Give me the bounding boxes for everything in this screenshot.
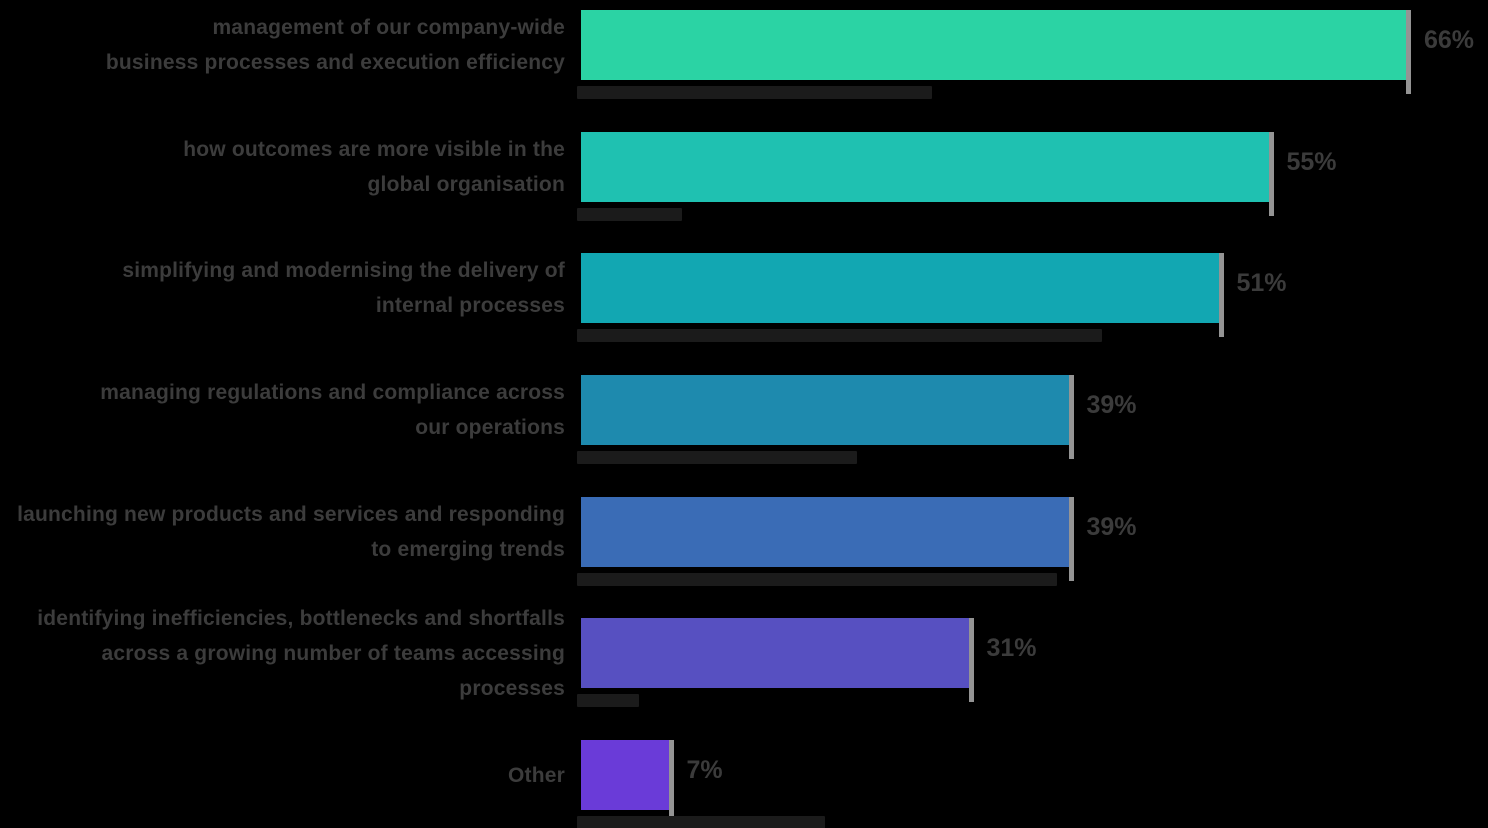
bar-shadow: [668, 740, 674, 824]
bar-subtext-strip: [577, 816, 825, 828]
category-label-line: launching new products and services and …: [17, 503, 565, 526]
bar-shadow: [1068, 497, 1074, 581]
bar-shadow: [968, 618, 974, 702]
category-label: launching new products and services and …: [0, 497, 565, 567]
bar: [581, 253, 1224, 337]
bar-subtext-strip: [577, 208, 682, 221]
bar-subtext-strip: [577, 694, 639, 707]
category-label-line: to emerging trends: [371, 538, 565, 561]
bar-area: 7%: [577, 740, 1488, 828]
bar-area: 66%: [577, 10, 1488, 110]
bar-area: 51%: [577, 253, 1488, 353]
bar: [581, 132, 1274, 216]
value-label: 51%: [1236, 269, 1287, 297]
value-label: 31%: [986, 634, 1037, 662]
bar: [581, 497, 1074, 581]
category-label: identifying inefficiencies, bottlenecks …: [0, 607, 565, 700]
category-label-line: across a growing number of teams accessi…: [101, 641, 565, 700]
bar-shadow: [1406, 10, 1411, 94]
bar-shadow: [1218, 253, 1224, 337]
bar-row: how outcomes are more visible in the glob…: [0, 132, 1488, 232]
bar-row: identifying inefficiencies, bottlenecks …: [0, 607, 1488, 718]
bar-row: managing regulations and compliance acro…: [0, 375, 1488, 475]
bar-area: 39%: [577, 375, 1488, 475]
category-label-line: internal processes: [375, 294, 565, 317]
bar-subtext-strip: [577, 329, 1102, 342]
value-label: 39%: [1086, 513, 1137, 541]
value-label: 7%: [686, 756, 723, 784]
bar-row: management of our company-wide business p…: [0, 10, 1488, 110]
bar-row: simplifying and modernising the delivery…: [0, 253, 1488, 353]
bar-row: Other 7%: [0, 740, 1488, 828]
bar: [581, 10, 1411, 94]
category-label-line: how outcomes are more visible in the: [183, 138, 565, 161]
category-label: Other: [0, 740, 565, 810]
category-label-line: Other: [507, 763, 565, 787]
bar-shadow: [1268, 132, 1274, 216]
bar-area: 55%: [577, 132, 1488, 232]
category-label-line: simplifying and modernising the delivery…: [122, 259, 565, 282]
bar: [581, 618, 974, 702]
value-label: 39%: [1086, 391, 1137, 419]
category-label: simplifying and modernising the delivery…: [0, 253, 565, 323]
category-label-line: managing regulations and compliance acro…: [100, 381, 565, 404]
bar-area: 31%: [577, 618, 1488, 718]
bar-subtext-strip: [577, 451, 857, 464]
bar: [581, 375, 1074, 459]
bar: [581, 740, 674, 824]
bar-area: 39%: [577, 497, 1488, 597]
bar-subtext-strip: [577, 573, 1057, 586]
value-label: 55%: [1286, 148, 1337, 176]
value-label: 66%: [1424, 26, 1475, 54]
category-label-line: business processes and execution efficie…: [105, 51, 565, 74]
category-label: how outcomes are more visible in the glob…: [0, 132, 565, 202]
category-label-line: global organisation: [367, 173, 565, 196]
bar-subtext-strip: [577, 86, 932, 99]
category-label-line: identifying inefficiencies, bottlenecks …: [37, 606, 565, 630]
category-label: management of our company-wide business p…: [0, 10, 565, 80]
category-label-line: management of our company-wide: [212, 16, 565, 39]
category-label: managing regulations and compliance acro…: [0, 375, 565, 445]
bar-row: launching new products and services and …: [0, 497, 1488, 597]
category-label-line: our operations: [415, 416, 565, 439]
bar-shadow: [1068, 375, 1074, 459]
